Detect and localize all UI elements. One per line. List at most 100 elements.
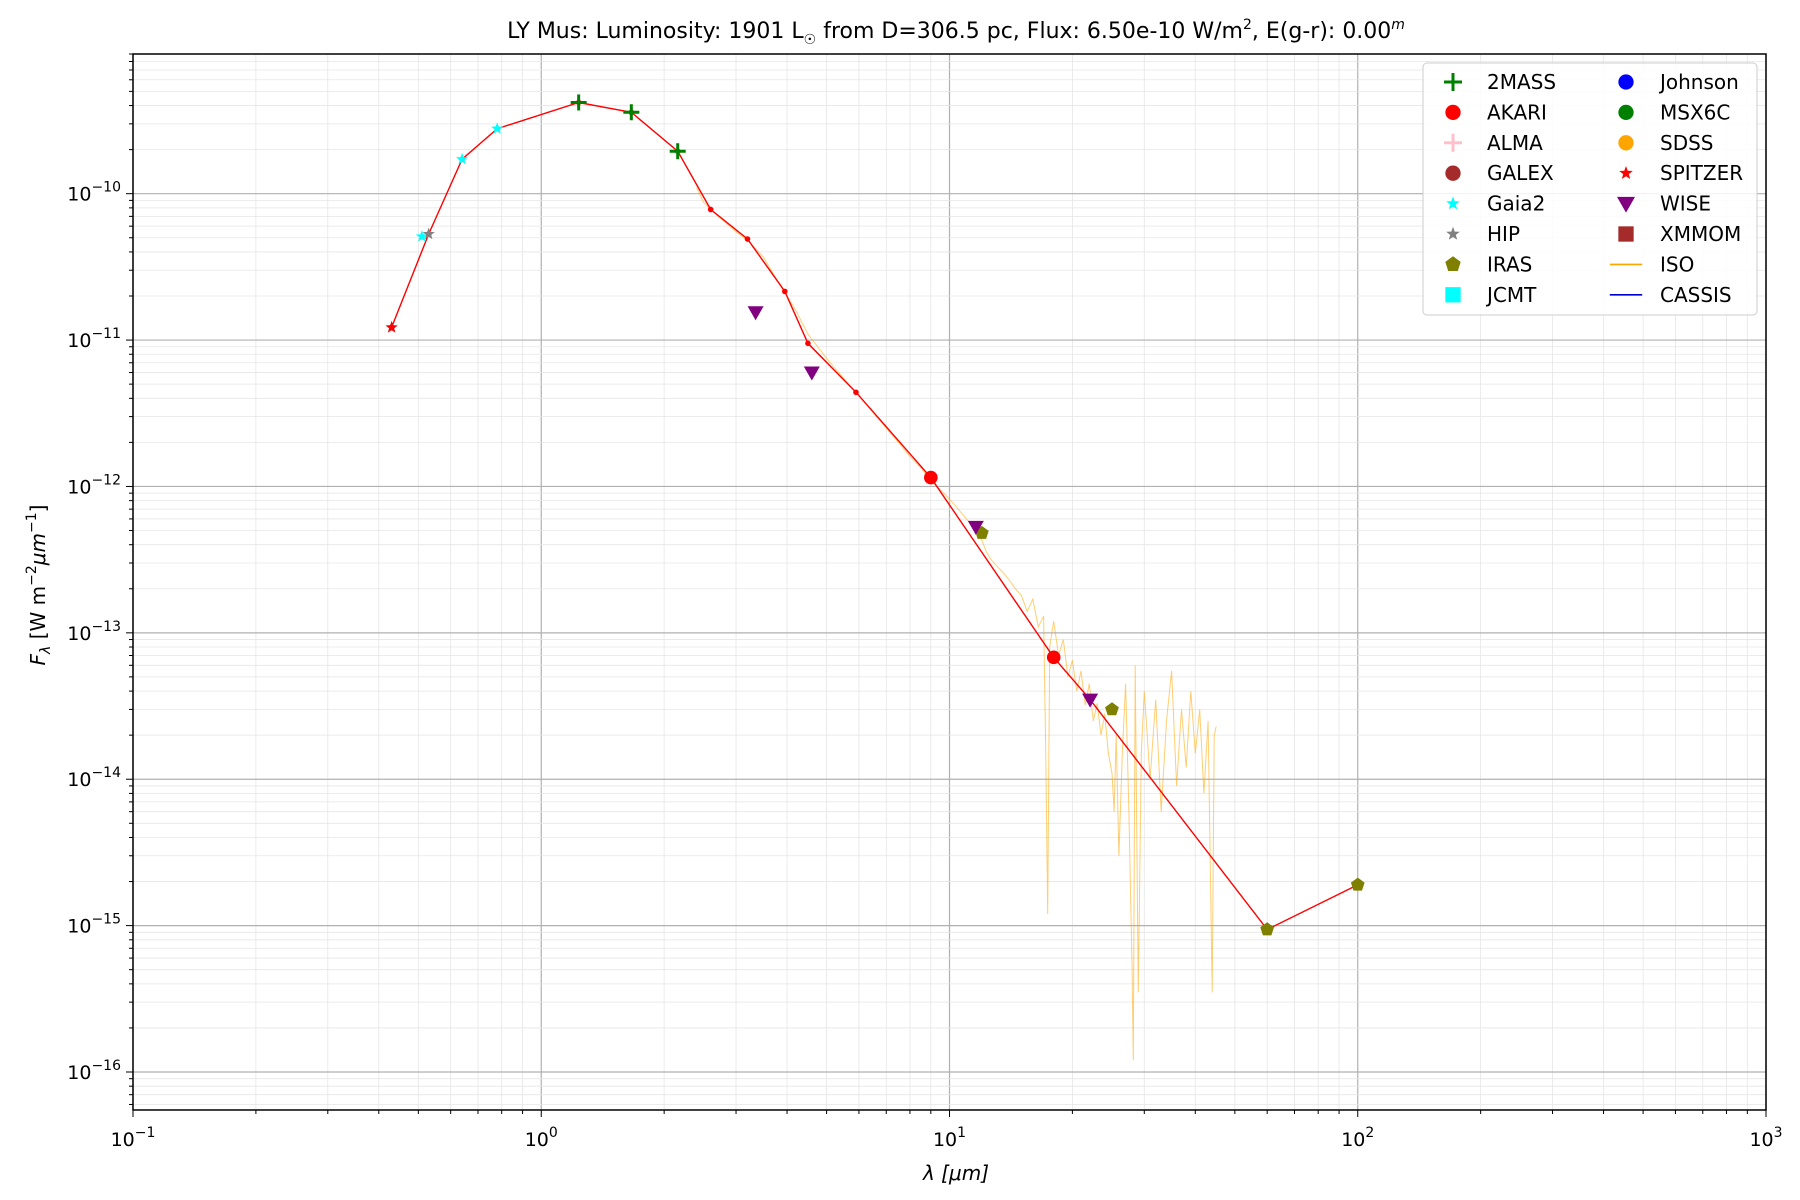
- x-tick-label-base: 10: [1749, 1129, 1773, 1151]
- x-tick-label-exponent: −1: [135, 1125, 156, 1141]
- legend-label-msx6c: MSX6C: [1660, 100, 1730, 124]
- y-tick-label: 10−11: [67, 326, 121, 352]
- x-tick-label-base: 10: [525, 1129, 549, 1151]
- x-tick-label: 102: [1341, 1125, 1374, 1151]
- x-tick-label: 100: [525, 1125, 558, 1151]
- x-tick-label-exponent: 1: [957, 1125, 966, 1141]
- title-middle: from D=306.5 pc, Flux: 6.50e-10 W/m: [816, 19, 1243, 44]
- point-wise: [747, 306, 764, 321]
- legend-marker-hip: [1446, 226, 1460, 240]
- title-sup-2: 2: [1243, 17, 1252, 33]
- point-gaia2: [415, 230, 428, 242]
- y-tick-label-base: 10: [67, 330, 91, 352]
- point-hip: [422, 227, 435, 240]
- photometry-points: [385, 94, 1365, 936]
- legend-marker-iras: [1445, 256, 1461, 271]
- legend-marker-2mass: [1444, 73, 1462, 91]
- legend-label-johnson: Johnson: [1658, 70, 1739, 94]
- legend-label-iso: ISO: [1660, 252, 1694, 276]
- y-axis-label: Fλ [W m−2μm−1]: [24, 505, 54, 666]
- x-tick-label: 10−1: [111, 1125, 156, 1151]
- point-akari: [924, 470, 938, 485]
- legend-label-galex: GALEX: [1487, 161, 1554, 185]
- model-curve-point: [744, 236, 751, 242]
- title-sun-symbol: ☉: [804, 32, 817, 48]
- axis-ticks: 10−1 100 101 102 10310−1610−1510−1410−1310−1…: [67, 53, 1783, 1151]
- legend-marker-wise: [1617, 196, 1635, 213]
- legend-label-akari: AKARI: [1487, 100, 1547, 124]
- point-2mass: [570, 94, 587, 111]
- point-iras: [1105, 702, 1119, 716]
- chart-title: LY Mus: Luminosity: 1901 L☉ from D=306.5…: [507, 17, 1405, 48]
- y-tick-label-base: 10: [67, 1062, 91, 1084]
- y-tick-label-base: 10: [67, 623, 91, 645]
- legend-marker-galex: [1445, 165, 1461, 181]
- point-2mass: [669, 143, 686, 160]
- model-curve-point: [782, 288, 788, 295]
- legend-label-cassis: CASSIS: [1660, 283, 1732, 307]
- legend-box: [1422, 62, 1758, 316]
- x-tick-label: 103: [1749, 1125, 1782, 1151]
- legend-label-xmmom: XMMOM: [1660, 222, 1741, 246]
- legend-marker-jcmt: [1445, 287, 1461, 303]
- legend-label-spitzer: SPITZER: [1660, 161, 1743, 185]
- x-tick-label-exponent: 3: [1774, 1125, 1783, 1141]
- point-iras: [1260, 922, 1274, 936]
- point-gaia2: [491, 122, 504, 134]
- y-tick-label-exponent: −13: [91, 619, 121, 635]
- y-tick-label-exponent: −12: [91, 472, 121, 488]
- legend-marker-alma: [1444, 133, 1462, 152]
- model-curve-point: [853, 389, 859, 396]
- y-tick-label: 10−15: [67, 912, 121, 938]
- legend-marker-xmmom: [1618, 226, 1634, 242]
- legend-label-iras: IRAS: [1487, 252, 1532, 276]
- point-2mass: [623, 104, 640, 121]
- y-tick-label: 10−13: [67, 619, 121, 645]
- point-wise: [803, 366, 820, 381]
- y-tick-label-base: 10: [67, 184, 91, 206]
- title-prefix: LY Mus: Luminosity: 1901 L: [507, 19, 804, 44]
- legend: 2MASS AKARI ALMA GALEX Gaia2 HIP IRAS JCMT Johns…: [1422, 62, 1758, 316]
- y-tick-label: 10−14: [67, 765, 121, 791]
- point-akari: [1046, 650, 1061, 665]
- title-suffix: , E(g-r): 0.00: [1252, 19, 1391, 44]
- y-tick-label-exponent: −11: [91, 326, 121, 342]
- y-tick-label-base: 10: [67, 916, 91, 938]
- legend-marker-gaia2: [1446, 196, 1460, 210]
- y-tick-label-exponent: −16: [91, 1058, 121, 1074]
- y-tick-label-exponent: −14: [91, 765, 121, 781]
- point-gaia2: [456, 152, 469, 165]
- legend-label-wise: WISE: [1660, 192, 1711, 216]
- y-tick-label-base: 10: [67, 476, 91, 498]
- x-tick-label-base: 10: [933, 1129, 957, 1151]
- y-tick-label-exponent: −15: [91, 912, 121, 928]
- y-tick-label: 10−10: [67, 180, 121, 206]
- legend-marker-akari: [1445, 104, 1461, 121]
- x-tick-label-base: 10: [111, 1129, 135, 1151]
- y-tick-label: 10−16: [67, 1058, 121, 1084]
- y-tick-label-exponent: −10: [91, 180, 121, 196]
- title-sup-m: m: [1391, 17, 1405, 33]
- legend-label-sdss: SDSS: [1660, 131, 1714, 155]
- model-curve-point: [805, 340, 811, 347]
- point-wise: [1082, 693, 1099, 708]
- x-tick-label-exponent: 0: [549, 1125, 558, 1141]
- legend-marker-sdss: [1618, 135, 1634, 151]
- x-tick-label-base: 10: [1341, 1129, 1365, 1151]
- x-axis-label: λ [μm]: [922, 1161, 989, 1185]
- legend-marker-johnson: [1618, 74, 1634, 90]
- legend-marker-spitzer: [1619, 166, 1633, 179]
- legend-label-2mass: 2MASS: [1487, 70, 1556, 94]
- legend-label-hip: HIP: [1487, 222, 1520, 246]
- point-wise: [967, 520, 984, 535]
- x-tick-label: 101: [933, 1125, 966, 1151]
- legend-label-jcmt: JCMT: [1485, 283, 1537, 307]
- legend-label-gaia2: Gaia2: [1487, 192, 1545, 216]
- y-tick-label: 10−12: [67, 472, 121, 498]
- legend-label-alma: ALMA: [1487, 131, 1543, 155]
- point-iras: [1350, 877, 1365, 891]
- legend-marker-msx6c: [1618, 104, 1634, 121]
- y-tick-label-base: 10: [67, 769, 91, 791]
- point-spitzer: [385, 321, 398, 333]
